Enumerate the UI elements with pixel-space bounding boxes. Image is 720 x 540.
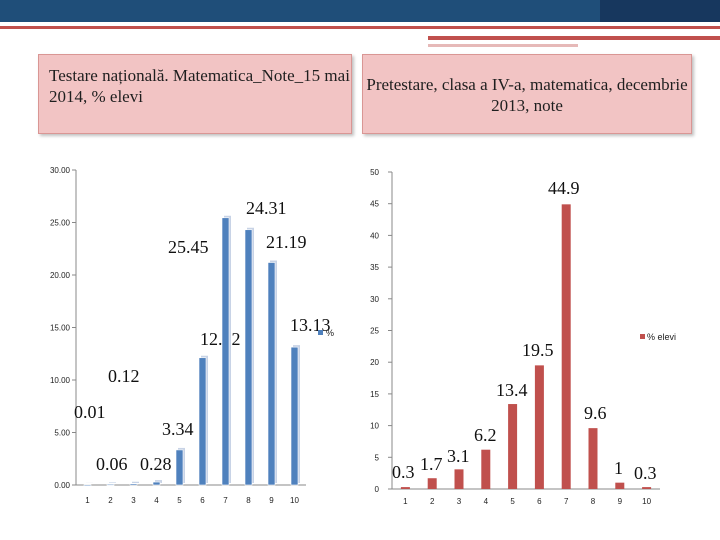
right-bar <box>508 404 518 489</box>
right-x-tick-label: 4 <box>484 497 489 506</box>
left-bar <box>198 357 207 486</box>
left-data-label: 25.45 <box>168 237 209 257</box>
left-y-tick-label: 5.00 <box>54 429 70 438</box>
right-data-label: 1.7 <box>420 454 443 474</box>
left-bar <box>221 217 230 486</box>
left-y-tick-label: 20.00 <box>50 271 71 280</box>
left-bar <box>152 481 161 486</box>
right-bar <box>588 428 598 489</box>
right-bar <box>454 469 464 489</box>
left-data-label: 0.28 <box>140 454 172 474</box>
left-x-tick-label: 5 <box>177 496 182 505</box>
right-data-label: 13.4 <box>496 380 528 400</box>
right-data-label: 0.3 <box>392 462 415 482</box>
left-bar-shadow <box>132 481 139 483</box>
left-x-tick-label: 8 <box>246 496 251 505</box>
right-data-label: 1 <box>614 458 623 478</box>
right-legend-swatch <box>640 334 645 339</box>
left-bar <box>175 449 184 486</box>
right-x-tick-label: 7 <box>564 497 569 506</box>
right-legend-label: % elevi <box>647 332 676 342</box>
left-y-tick-label: 10.00 <box>50 376 71 385</box>
right-y-tick-label: 25 <box>370 327 379 336</box>
right-x-tick-label: 1 <box>403 497 408 506</box>
right-bar <box>615 482 625 489</box>
header-band-dark <box>600 0 720 22</box>
left-y-tick-label: 0.00 <box>54 481 70 490</box>
left-bar <box>83 484 92 487</box>
left-bar-shadow <box>155 480 162 483</box>
right-data-label: 19.5 <box>522 340 554 360</box>
left-data-label: 24.31 <box>246 198 287 218</box>
left-bar <box>129 483 138 486</box>
right-chart-title: Pretestare, clasa a IV-a, matematica, de… <box>362 54 692 134</box>
right-y-tick-label: 0 <box>375 485 380 494</box>
right-bar <box>427 478 437 489</box>
right-x-tick-label: 5 <box>510 497 515 506</box>
right-y-tick-label: 20 <box>370 358 379 367</box>
right-x-tick-label: 9 <box>618 497 623 506</box>
right-data-label: 6.2 <box>474 425 497 445</box>
right-bar <box>400 487 410 489</box>
right-bar <box>481 449 491 489</box>
right-data-label: 44.9 <box>548 178 580 198</box>
accent-line-right <box>428 36 720 40</box>
right-x-tick-label: 2 <box>430 497 435 506</box>
right-data-label: 9.6 <box>584 403 607 423</box>
left-x-tick-label: 3 <box>131 496 136 505</box>
left-y-tick-label: 25.00 <box>50 219 71 228</box>
left-x-tick-label: 10 <box>290 496 299 505</box>
right-y-tick-label: 5 <box>375 453 380 462</box>
right-y-tick-label: 50 <box>370 168 379 177</box>
right-data-label: 0.3 <box>634 463 657 483</box>
left-x-tick-label: 1 <box>85 496 90 505</box>
right-bar <box>561 204 571 490</box>
left-bar <box>244 229 253 486</box>
right-bar <box>534 365 544 489</box>
right-y-tick-label: 15 <box>370 390 379 399</box>
left-y-tick-label: 30.00 <box>50 166 71 175</box>
left-legend-swatch <box>318 330 323 335</box>
left-bar-shadow <box>109 482 116 483</box>
left-chart-title: Testare națională. Matematica_Note_15 ma… <box>38 54 352 134</box>
right-y-tick-label: 40 <box>370 231 379 240</box>
right-x-tick-label: 8 <box>591 497 596 506</box>
right-bar <box>642 487 652 489</box>
left-bar <box>106 484 115 486</box>
right-x-tick-label: 10 <box>642 497 651 506</box>
right-x-tick-label: 6 <box>537 497 542 506</box>
right-y-tick-label: 45 <box>370 200 379 209</box>
right-y-tick-label: 10 <box>370 422 379 431</box>
left-y-tick-label: 15.00 <box>50 324 71 333</box>
right-y-tick-label: 30 <box>370 295 379 304</box>
left-x-tick-label: 4 <box>154 496 159 505</box>
left-data-label: 0.06 <box>96 454 128 474</box>
accent-line-light <box>428 44 578 47</box>
left-x-tick-label: 6 <box>200 496 205 505</box>
left-data-label: 0.12 <box>108 366 140 386</box>
left-legend-label: % <box>326 328 334 338</box>
right-y-tick-label: 35 <box>370 263 379 272</box>
left-bar <box>290 346 299 486</box>
right-data-label: 3.1 <box>447 446 470 466</box>
header-band <box>0 0 720 22</box>
left-x-tick-label: 2 <box>108 496 113 505</box>
left-x-tick-label: 7 <box>223 496 228 505</box>
left-data-label: 3.34 <box>162 419 194 439</box>
left-bar <box>267 262 276 486</box>
left-data-label: 21.19 <box>266 232 307 252</box>
left-data-label: 0.01 <box>74 402 106 422</box>
right-x-tick-label: 3 <box>457 497 462 506</box>
accent-line <box>0 26 720 29</box>
left-x-tick-label: 9 <box>269 496 274 505</box>
